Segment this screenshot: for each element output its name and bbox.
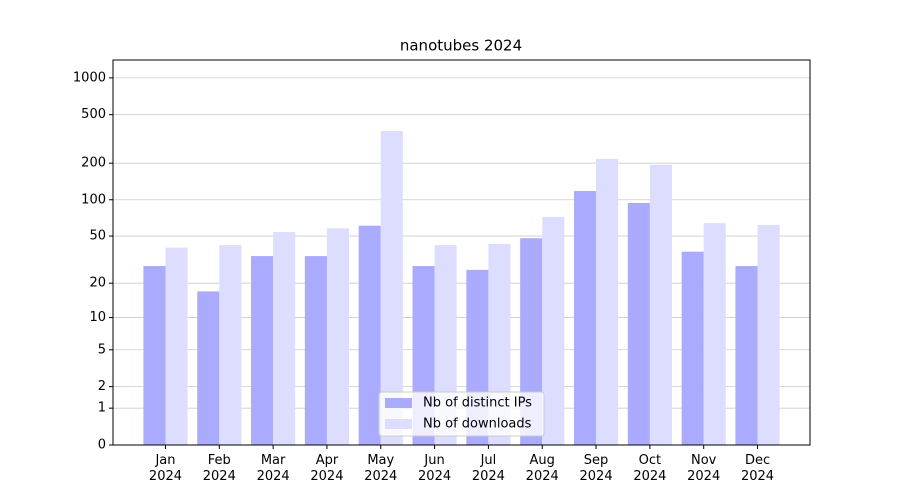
y-tick-label: 100 <box>81 192 106 207</box>
bar <box>596 158 619 445</box>
bar <box>627 203 650 445</box>
legend-box <box>378 391 545 437</box>
bar <box>681 251 704 445</box>
bar <box>573 191 597 445</box>
x-tick-label: Jul 2024 <box>471 453 505 484</box>
x-tick-label: Apr 2024 <box>310 453 344 484</box>
chart-title: nanotubes 2024 <box>400 37 522 55</box>
bar <box>703 223 726 445</box>
bar <box>304 256 327 445</box>
y-tick-label: 5 <box>98 342 106 357</box>
y-tick-label: 0 <box>98 438 106 453</box>
bar <box>542 217 565 445</box>
x-tick-label: Oct 2024 <box>633 453 667 484</box>
plot-frame <box>112 59 811 446</box>
bar <box>649 164 672 445</box>
y-tick-label: 1 <box>98 401 106 416</box>
bar <box>273 232 296 445</box>
bar <box>143 266 166 445</box>
x-tick-label: Mar 2024 <box>256 453 290 484</box>
y-tick-label: 200 <box>81 156 106 171</box>
bar <box>380 130 403 445</box>
x-tick-label: Feb 2024 <box>202 453 236 484</box>
bar <box>358 225 381 445</box>
bar <box>326 228 350 445</box>
x-tick-label: Sep 2024 <box>579 453 613 484</box>
bar <box>251 256 274 445</box>
y-tick-label: 10 <box>89 310 106 325</box>
legend-label: Nb of distinct IPs <box>423 396 532 411</box>
bar <box>757 224 780 445</box>
bar <box>735 266 758 445</box>
y-tick-label: 2 <box>98 379 106 394</box>
x-tick-label: Jun 2024 <box>418 453 452 484</box>
bar <box>165 247 188 445</box>
x-tick-label: Aug 2024 <box>525 453 559 484</box>
x-tick-label: May 2024 <box>364 453 398 484</box>
legend-swatch <box>385 419 412 429</box>
x-tick-label: Dec 2024 <box>740 453 775 484</box>
x-tick-label: Nov 2024 <box>687 453 721 484</box>
y-tick-label: 1000 <box>73 70 106 85</box>
x-tick-label: Jan 2024 <box>148 453 183 484</box>
legend-swatch <box>385 398 412 408</box>
bar <box>219 245 242 445</box>
y-tick-label: 50 <box>89 229 106 244</box>
y-tick-label: 500 <box>81 107 106 122</box>
y-tick-label: 20 <box>89 276 106 291</box>
legend: Nb of distinct IPs Nb of downloads <box>378 391 545 437</box>
bar <box>197 291 220 445</box>
legend-label: Nb of downloads <box>423 417 532 432</box>
